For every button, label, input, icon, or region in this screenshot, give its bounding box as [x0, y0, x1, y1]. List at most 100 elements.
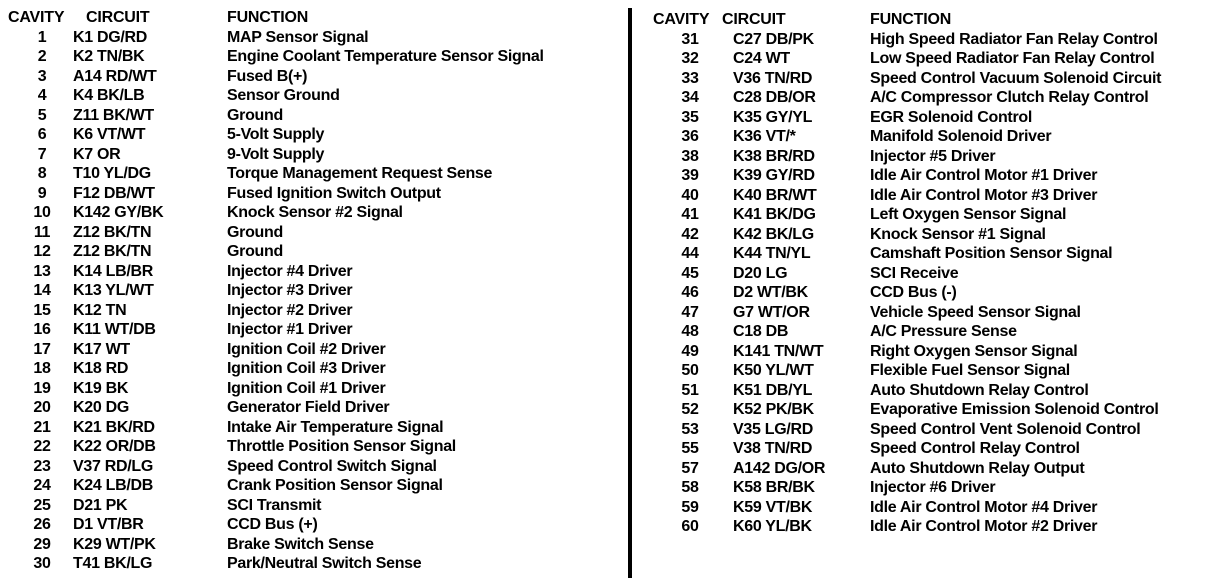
function-cell: Speed Control Switch Signal: [227, 457, 437, 475]
cavity-cell: 25: [33, 496, 51, 514]
table-row: 14 K13 YL/WT Injector #3 Driver: [0, 281, 620, 301]
table-row: 15 K12 TN Injector #2 Driver: [0, 301, 620, 321]
function-cell: CCD Bus (+): [227, 516, 318, 533]
table-row: 34 C28 DB/OR A/C Compressor Clutch Relay C…: [640, 88, 1216, 108]
connector-pinout-table-left: CAVITY CIRCUIT FUNCTION 1 K1 DG/RD MAP Sen…: [0, 8, 620, 574]
function-cell: Idle Air Control Motor #1 Driver: [870, 167, 1098, 184]
table-row: 8 T10 YL/DG Torque Management Request Sens…: [0, 164, 620, 184]
table-row: 53 V35 LG/RD Speed Control Vent Solenoid C…: [640, 420, 1216, 440]
circuit-cell: C28 DB/OR: [733, 89, 816, 106]
function-cell: Engine Coolant Temperature Sensor Signal: [227, 48, 544, 65]
circuit-cell: T41 BK/LG: [73, 555, 153, 572]
cavity-cell: 10: [33, 204, 51, 221]
circuit-cell: K24 LB/DB: [73, 477, 153, 494]
table-row: 40 K40 BR/WT Idle Air Control Motor #3 Dri…: [640, 186, 1216, 206]
cavity-cell: 22: [33, 438, 51, 455]
function-cell: Auto Shutdown Relay Output: [870, 459, 1085, 477]
table-row: 25 D21 PK SCI Transmit: [0, 496, 620, 516]
cavity-cell: 58: [681, 479, 699, 496]
circuit-cell: K50 YL/WT: [733, 362, 814, 379]
cavity-cell: 39: [681, 167, 699, 184]
circuit-cell: T10 YL/DG: [73, 165, 151, 182]
circuit-cell: K41 BK/DG: [733, 206, 816, 223]
circuit-cell: K51 DB/YL: [733, 381, 813, 399]
function-cell: High Speed Radiator Fan Relay Control: [870, 30, 1158, 48]
function-cell: CCD Bus (-): [870, 284, 957, 301]
function-cell: Brake Switch Sense: [227, 535, 374, 553]
function-cell: Throttle Position Sensor Signal: [227, 438, 456, 455]
circuit-cell: D2 WT/BK: [733, 284, 808, 301]
cavity-cell: 23: [33, 457, 51, 475]
circuit-cell: C18 DB: [733, 323, 789, 340]
function-cell: Camshaft Position Sensor Signal: [870, 245, 1113, 262]
table-row: 16 K11 WT/DB Injector #1 Driver: [0, 320, 620, 340]
circuit-cell: K20 DG: [73, 399, 129, 416]
cavity-cell: 6: [37, 126, 47, 143]
table-row: 10 K142 GY/BK Knock Sensor #2 Signal: [0, 203, 620, 223]
function-cell: Auto Shutdown Relay Control: [870, 381, 1089, 399]
cavity-cell: 26: [33, 516, 51, 533]
cavity-cell: 48: [681, 323, 699, 340]
table-row: 44 K44 TN/YL Camshaft Position Sensor Sign…: [640, 244, 1216, 264]
function-cell: Idle Air Control Motor #4 Driver: [870, 498, 1098, 516]
cavity-cell: 35: [681, 108, 699, 126]
cavity-cell: 14: [33, 282, 51, 299]
function-cell: Ground: [227, 106, 283, 124]
circuit-cell: C24 WT: [733, 50, 790, 67]
function-cell: Injector #3 Driver: [227, 282, 353, 299]
circuit-cell: K12 TN: [73, 301, 127, 319]
table-row: 7 K7 OR 9-Volt Supply: [0, 145, 620, 165]
circuit-cell: K21 BK/RD: [73, 418, 155, 436]
table-row: 3 A14 RD/WT Fused B(+): [0, 67, 620, 87]
circuit-cell: K29 WT/PK: [73, 535, 156, 553]
function-cell: Park/Neutral Switch Sense: [227, 555, 422, 572]
function-cell: EGR Solenoid Control: [870, 108, 1032, 126]
table-row: 22 K22 OR/DB Throttle Position Sensor Sign…: [0, 437, 620, 457]
function-cell: Evaporative Emission Solenoid Control: [870, 401, 1159, 418]
circuit-cell: K59 VT/BK: [733, 498, 813, 516]
circuit-cell: K142 GY/BK: [73, 204, 164, 221]
function-cell: Left Oxygen Sensor Signal: [870, 206, 1067, 223]
circuit-cell: D20 LG: [733, 264, 788, 282]
circuit-cell: K42 BK/LG: [733, 225, 814, 243]
cavity-cell: 20: [33, 399, 51, 416]
table-row: 45 D20 LG SCI Receive: [640, 264, 1216, 284]
cavity-cell: 24: [33, 477, 51, 494]
circuit-cell: K60 YL/BK: [733, 518, 812, 535]
table-header: CAVITY CIRCUIT FUNCTION: [640, 10, 1216, 30]
table-row: 26 D1 VT/BR CCD Bus (+): [0, 515, 620, 535]
cavity-cell: 33: [681, 69, 699, 87]
table-row: 50 K50 YL/WT Flexible Fuel Sensor Signal: [640, 361, 1216, 381]
cavity-cell: 9: [37, 184, 47, 202]
cavity-cell: 55: [681, 440, 699, 457]
cavity-cell: 2: [37, 48, 47, 65]
function-cell: Knock Sensor #1 Signal: [870, 225, 1046, 243]
cavity-cell: 60: [681, 518, 699, 535]
circuit-cell: K22 OR/DB: [73, 438, 156, 455]
cavity-cell: 51: [681, 381, 699, 399]
function-cell: Injector #1 Driver: [227, 321, 353, 338]
cavity-cell: 38: [681, 147, 699, 165]
circuit-cell: A142 DG/OR: [733, 459, 826, 477]
circuit-cell: K6 VT/WT: [73, 126, 146, 143]
circuit-cell: K39 GY/RD: [733, 167, 815, 184]
cavity-cell: 52: [681, 401, 699, 418]
table-row: 32 C24 WT Low Speed Radiator Fan Relay Con…: [640, 49, 1216, 69]
function-cell: Injector #2 Driver: [227, 301, 353, 319]
cavity-header: CAVITY: [8, 9, 65, 26]
table-row: 11 Z12 BK/TN Ground: [0, 223, 620, 243]
cavity-cell: 19: [33, 379, 51, 397]
table-row: 19 K19 BK Ignition Coil #1 Driver: [0, 379, 620, 399]
function-cell: Idle Air Control Motor #2 Driver: [870, 518, 1098, 535]
circuit-cell: Z12 BK/TN: [73, 243, 152, 260]
cavity-cell: 53: [681, 420, 699, 438]
function-cell: Low Speed Radiator Fan Relay Control: [870, 50, 1155, 67]
function-cell: Ignition Coil #1 Driver: [227, 379, 386, 397]
function-cell: A/C Compressor Clutch Relay Control: [870, 89, 1149, 106]
table-row: 4 K4 BK/LB Sensor Ground: [0, 86, 620, 106]
table-row: 31 C27 DB/PK High Speed Radiator Fan Relay…: [640, 30, 1216, 50]
circuit-cell: K11 WT/DB: [73, 321, 156, 338]
circuit-cell: K19 BK: [73, 379, 129, 397]
function-cell: Fused Ignition Switch Output: [227, 184, 441, 202]
circuit-cell: K40 BR/WT: [733, 186, 817, 204]
